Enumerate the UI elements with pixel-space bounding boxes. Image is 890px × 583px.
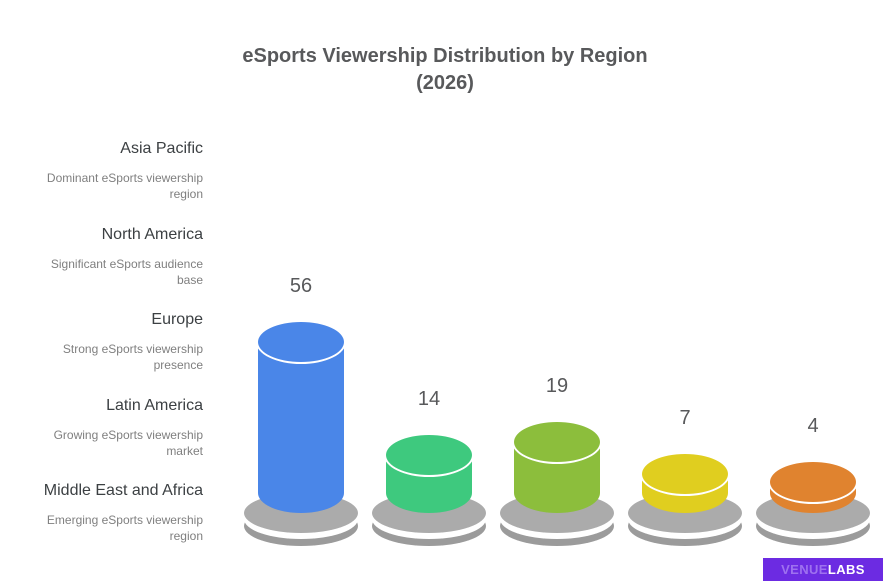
- chart-title: eSports Viewership Distribution by Regio…: [0, 43, 890, 97]
- cylinder-top: [768, 460, 858, 505]
- chart-title-line1: eSports Viewership Distribution by Regio…: [242, 45, 648, 67]
- cylinder-top: [640, 452, 730, 497]
- bar-value-label: 56: [289, 274, 313, 297]
- region-label-2: Europe: [151, 311, 203, 328]
- cylinder-top: [256, 319, 346, 364]
- region-description-2: Strong eSports viewership presence: [62, 342, 203, 372]
- region-label-4: Middle East and Africa: [43, 482, 203, 499]
- cylinder-top: [512, 419, 602, 464]
- cylinder-top: [384, 433, 474, 478]
- chart-title-line2: (2026): [416, 72, 474, 94]
- bar-value-label: 19: [545, 374, 569, 397]
- region-label-3: Latin America: [106, 396, 203, 414]
- cylinder-body: [258, 341, 344, 513]
- region-description-3: Growing eSports viewership market: [53, 427, 203, 458]
- bar-value-label: 14: [417, 388, 441, 411]
- region-label-1: North America: [101, 225, 203, 243]
- brand-suffix: LABS: [827, 562, 865, 577]
- brand-prefix: VENUE: [781, 562, 828, 577]
- bar-value-label: 4: [807, 415, 819, 438]
- venuelabs-badge: VENUE LABS: [763, 558, 883, 581]
- region-description-4: Emerging eSports viewership region: [46, 513, 203, 543]
- region-description-1: Significant eSports audience base: [50, 256, 203, 287]
- region-description-0: Dominant eSports viewership region: [46, 171, 203, 201]
- region-label-0: Asia Pacific: [120, 140, 203, 157]
- bar-value-label: 7: [679, 407, 691, 430]
